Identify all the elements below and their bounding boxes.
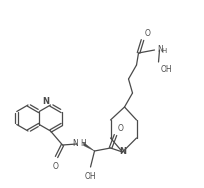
Text: OH: OH: [85, 172, 96, 181]
Text: H: H: [162, 48, 167, 54]
Text: O: O: [144, 29, 150, 38]
Text: OH: OH: [161, 65, 172, 74]
Text: H: H: [81, 139, 86, 149]
Text: O: O: [53, 162, 59, 171]
Text: N: N: [42, 97, 50, 106]
Text: O: O: [118, 124, 123, 133]
Text: N: N: [157, 45, 163, 55]
Text: N: N: [119, 148, 126, 156]
Polygon shape: [83, 143, 94, 151]
Text: N: N: [72, 139, 78, 149]
